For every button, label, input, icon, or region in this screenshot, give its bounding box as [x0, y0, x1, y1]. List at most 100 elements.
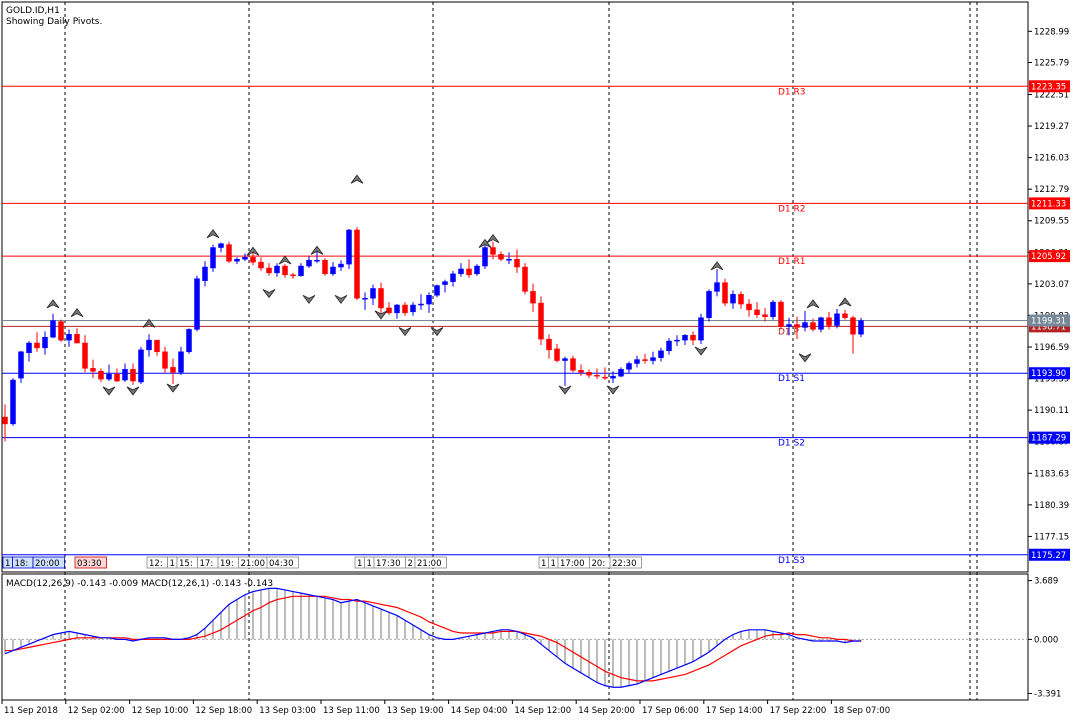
pivot-label-r3: D1 R3: [778, 87, 806, 97]
pivot-price-tag-label: 1198.71: [1031, 322, 1066, 332]
time-tag-label: 21:00: [241, 559, 266, 569]
candle-body: [50, 320, 56, 338]
macd-pane: MACD(12,26,9) -0.143 -0.009 MACD(12,26,1…: [2, 579, 1028, 688]
candle-body: [410, 304, 416, 313]
candle-body: [810, 322, 816, 330]
candle-body: [602, 376, 608, 379]
candle-body: [650, 357, 656, 361]
price-pane-frame: [1, 1, 1029, 573]
candle-body: [850, 317, 856, 335]
candle-body: [546, 338, 552, 351]
pivot-price-tag: [1029, 367, 1070, 380]
price-tick-label: 1212.79: [1034, 185, 1069, 195]
candle-body: [66, 334, 72, 341]
symbol-label: GOLD.ID,H1: [6, 6, 60, 16]
candle-body: [538, 302, 544, 340]
pivot-price-tag: [1029, 548, 1070, 561]
candle-body: [682, 334, 688, 341]
macd-pane-frame: [1, 573, 1029, 701]
time-tag-label: 03:30: [77, 559, 102, 569]
macd-tick-label: 0.000: [1034, 635, 1058, 645]
candle-body: [634, 359, 640, 364]
fractal-up-marker: [310, 245, 324, 255]
candle-body: [418, 303, 424, 306]
candle-body: [554, 348, 560, 361]
candle-body: [610, 375, 616, 379]
candle-body: [362, 297, 368, 300]
price-tick-label: 1219.27: [1034, 122, 1069, 132]
time-tag-label: 18:: [15, 559, 29, 569]
pivot-price-tag-label: 1211.33: [1031, 199, 1066, 209]
candle-body: [138, 349, 144, 383]
fractal-down-marker: [694, 346, 708, 356]
pivot-price-tag: [1029, 80, 1070, 93]
time-tag-label: 21:00: [417, 559, 442, 569]
price-tick-label: 1183.63: [1034, 469, 1069, 479]
candle-body: [290, 274, 296, 277]
candle-body: [738, 294, 744, 305]
fractal-up-marker: [710, 261, 724, 271]
candle-body: [762, 314, 768, 317]
candle-body: [330, 266, 336, 275]
fractal-down-marker: [166, 383, 180, 393]
time-tick-label: 13 Sep 19:00: [387, 706, 444, 716]
pivot-label-r2: D1 R2: [778, 204, 806, 214]
time-tick-label: 14 Sep 04:00: [451, 706, 508, 716]
candle-body: [266, 267, 272, 274]
candle-body: [498, 254, 504, 260]
fractal-up-marker: [142, 318, 156, 328]
time-tick-label: 12 Sep 02:00: [68, 706, 125, 716]
fractal-up-marker: [486, 233, 500, 243]
candle-body: [210, 247, 216, 269]
time-axis: 11 Sep 2018 12 Sep 02:00 12 Sep 10:00 12 Se…: [1, 700, 890, 716]
candle-body: [386, 307, 392, 314]
candle-body: [338, 263, 344, 268]
fractal-down-marker: [606, 385, 620, 395]
candle-body: [562, 358, 568, 361]
fractal-up-marker: [478, 238, 492, 248]
candle-body: [98, 371, 104, 380]
pivot-label-s3: D1 S3: [778, 556, 805, 566]
time-tag-box: [32, 556, 65, 569]
candle-body: [450, 273, 456, 282]
candle-body: [794, 324, 800, 328]
candle-body: [170, 367, 176, 373]
pivot-price-tag: [1029, 250, 1070, 263]
candle-body: [578, 370, 584, 373]
pivot-price-tag-label: 1223.35: [1031, 82, 1066, 92]
fractal-up-marker: [838, 297, 852, 307]
candle-body: [234, 258, 240, 262]
candle-body: [306, 259, 312, 267]
candle-body: [570, 358, 576, 371]
candle-body: [482, 247, 488, 267]
pivot-price-tag-label: 1187.29: [1031, 434, 1066, 444]
bid-price-tag-label: 1199.31: [1031, 317, 1066, 327]
macd-signal-line: [5, 595, 861, 682]
time-tag-label: 1: [357, 559, 362, 569]
candle-body: [42, 336, 48, 349]
time-tag-label: 1: [5, 559, 10, 569]
fractal-down-marker: [374, 310, 388, 320]
time-tag-box: [609, 556, 642, 569]
time-tag-label: 15:: [179, 559, 193, 569]
candle-body: [802, 322, 808, 328]
candle-body: [706, 291, 712, 318]
fractal-up-marker: [806, 299, 820, 309]
candle-body: [218, 243, 224, 248]
time-tag-label: 17:30: [376, 559, 401, 569]
price-tick-label: 1225.79: [1034, 59, 1069, 69]
price-tick-label: 1193.35: [1034, 375, 1069, 385]
price-tick-label: 1177.15: [1034, 532, 1069, 542]
time-tick-label: 14 Sep 20:00: [578, 706, 635, 716]
candle-body: [394, 304, 400, 314]
fractal-down-marker: [398, 327, 412, 337]
candle-body: [74, 334, 80, 344]
candle-body: [162, 351, 168, 369]
macd-tick-label: -3.391: [1034, 689, 1061, 699]
candle-body: [258, 261, 264, 269]
price-tick-label: 1216.03: [1034, 154, 1069, 164]
candle-body: [514, 258, 520, 268]
candle-body: [626, 363, 632, 370]
